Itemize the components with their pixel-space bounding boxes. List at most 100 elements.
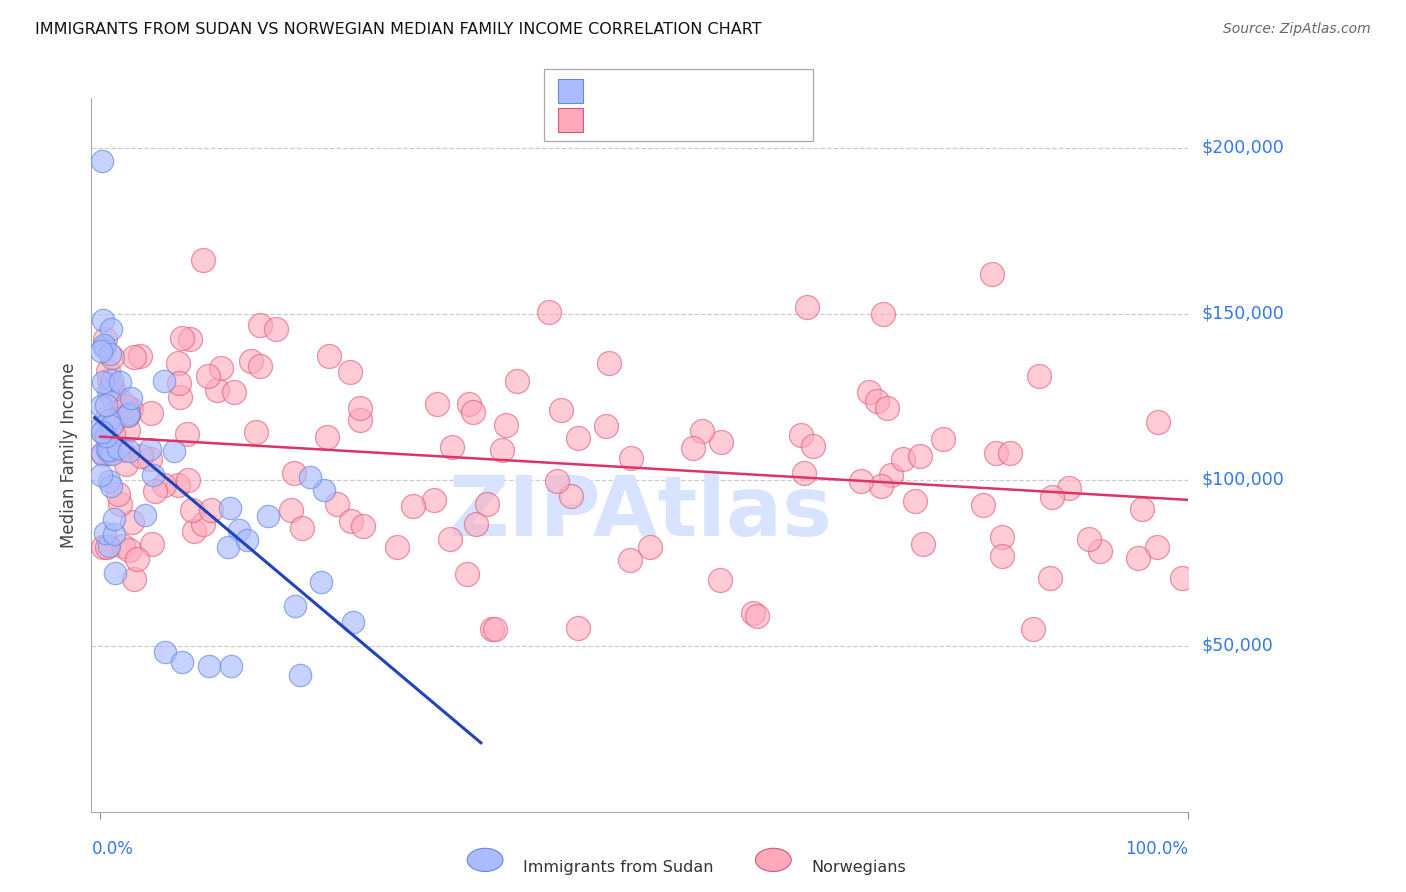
Point: [93, 340, 115, 354]
Point: [98, 446, 121, 460]
Point: [560, 490, 582, 504]
Text: $150,000: $150,000: [1201, 305, 1284, 323]
Point: [423, 493, 446, 508]
Point: [101, 390, 124, 404]
Point: [595, 418, 617, 433]
Point: [97, 364, 120, 378]
Y-axis label: Median Family Income: Median Family Income: [60, 362, 79, 548]
Text: R = -0.158: R = -0.158: [593, 112, 682, 129]
Point: [94, 398, 117, 412]
Point: [477, 497, 499, 511]
Text: 0.0%: 0.0%: [91, 840, 134, 858]
Point: [142, 467, 165, 482]
Point: [155, 645, 177, 659]
Point: [191, 517, 214, 532]
Point: [352, 518, 374, 533]
Point: [98, 347, 121, 361]
Point: [111, 539, 134, 553]
Text: IMMIGRANTS FROM SUDAN VS NORWEGIAN MEDIAN FAMILY INCOME CORRELATION CHART: IMMIGRANTS FROM SUDAN VS NORWEGIAN MEDIA…: [35, 22, 762, 37]
Point: [1039, 571, 1062, 585]
Point: [177, 473, 200, 487]
Point: [98, 442, 121, 457]
Point: [110, 443, 132, 458]
Point: [139, 442, 162, 457]
Point: [340, 514, 363, 528]
Point: [991, 530, 1014, 544]
Point: [98, 413, 121, 427]
Point: [122, 572, 145, 586]
Point: [910, 449, 932, 463]
Point: [134, 508, 156, 523]
Ellipse shape: [467, 848, 503, 871]
Text: N =  55: N = 55: [710, 82, 773, 101]
Point: [170, 656, 193, 670]
Point: [100, 418, 122, 433]
Point: [205, 383, 228, 397]
Point: [1088, 543, 1111, 558]
Point: [100, 417, 122, 431]
Point: [117, 408, 139, 422]
Point: [284, 599, 307, 614]
Point: [141, 536, 163, 550]
Point: [311, 575, 333, 590]
Point: [169, 376, 191, 391]
Point: [98, 539, 121, 553]
Point: [222, 384, 245, 399]
Point: [291, 521, 314, 535]
Point: [872, 307, 894, 321]
Point: [465, 516, 488, 531]
Point: [439, 532, 461, 546]
Point: [97, 373, 120, 387]
Point: [402, 499, 425, 513]
Point: [127, 552, 149, 566]
Point: [91, 376, 114, 390]
Point: [93, 447, 115, 461]
Point: [339, 365, 361, 379]
Point: [197, 368, 219, 383]
Point: [98, 440, 121, 454]
Text: N = 138: N = 138: [710, 112, 779, 129]
Point: [326, 497, 349, 511]
Point: [796, 300, 818, 314]
Point: [96, 411, 118, 425]
Point: [94, 525, 117, 540]
Point: [1028, 369, 1050, 384]
Point: [97, 384, 120, 398]
Point: [1057, 482, 1080, 496]
Point: [94, 332, 117, 346]
Point: [880, 467, 903, 482]
Point: [167, 477, 190, 491]
Text: 100.0%: 100.0%: [1125, 840, 1188, 858]
Point: [991, 549, 1014, 563]
Point: [139, 451, 162, 466]
Point: [107, 487, 129, 501]
Point: [117, 423, 139, 437]
Point: [96, 442, 118, 456]
Point: [495, 417, 517, 432]
Point: [567, 621, 589, 635]
Point: [904, 493, 927, 508]
Point: [107, 442, 129, 456]
Text: Norwegians: Norwegians: [811, 860, 905, 874]
Point: [183, 524, 205, 539]
Point: [1146, 541, 1168, 555]
Point: [191, 252, 214, 267]
Point: [93, 540, 115, 554]
Point: [209, 361, 232, 376]
Point: [538, 305, 561, 319]
Point: [103, 383, 125, 397]
Point: [236, 533, 259, 547]
Point: [1171, 571, 1194, 585]
Text: Immigrants from Sudan: Immigrants from Sudan: [523, 860, 713, 874]
Point: [120, 392, 142, 406]
Point: [912, 536, 935, 550]
Point: [219, 658, 242, 673]
Point: [117, 408, 139, 422]
Point: [228, 524, 250, 538]
Point: [1126, 550, 1149, 565]
Point: [491, 442, 513, 457]
Point: [463, 405, 485, 419]
Point: [349, 413, 371, 427]
Point: [1040, 490, 1063, 504]
Point: [93, 313, 115, 327]
